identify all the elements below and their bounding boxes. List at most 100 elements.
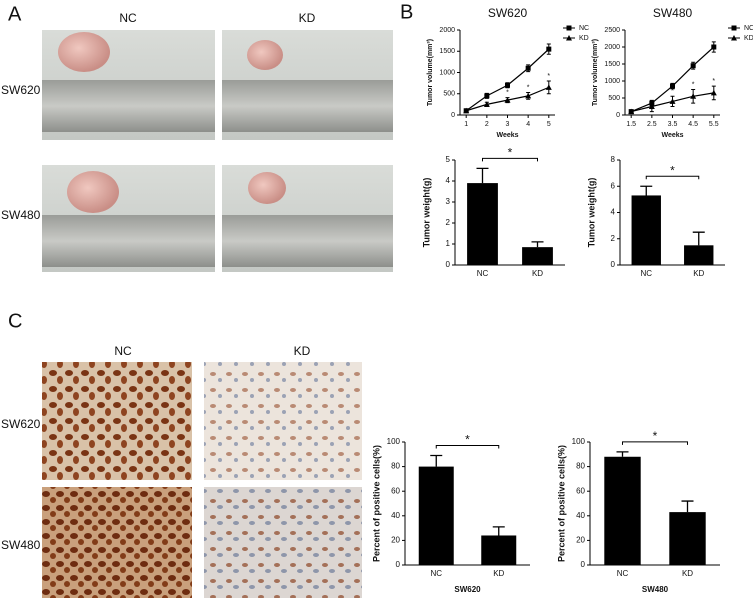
x-tick-label: 4 [526, 121, 530, 128]
x-tick-label: 3 [506, 121, 510, 128]
error-bar [681, 500, 694, 513]
marker [566, 25, 572, 31]
marker [690, 63, 696, 69]
marker [731, 25, 737, 31]
y-axis-label: Percent of positive cells(%) [556, 445, 566, 562]
y-tick-label: 80 [391, 462, 400, 471]
y-tick-label: 0 [451, 112, 455, 119]
annotation: * [506, 89, 509, 96]
y-tick-label: 2500 [604, 27, 620, 34]
y-tick-label: 100 [572, 437, 586, 446]
y-tick-label: 1000 [604, 78, 620, 85]
x-tick-label: NC [640, 269, 652, 278]
y-axis-label: Percent of positive cells(%) [371, 445, 381, 562]
marker [525, 65, 531, 71]
legend-label: NC [744, 25, 753, 32]
y-tick-label: 0 [446, 260, 451, 269]
column-label: NC [114, 344, 132, 358]
x-axis-label: SW480 [642, 585, 669, 594]
marker [463, 107, 470, 114]
y-tick-label: 0 [611, 260, 616, 269]
marker [566, 35, 572, 41]
legend-label: KD [744, 35, 753, 42]
column-label: NC [119, 11, 137, 25]
y-tick-label: 1 [446, 239, 451, 248]
y-tick-label: 20 [576, 536, 585, 545]
bar [522, 247, 553, 265]
y-tick-label: 0 [581, 560, 586, 569]
x-tick-label: 1 [464, 121, 468, 128]
y-tick-label: 40 [576, 511, 585, 520]
marker [648, 103, 655, 109]
marker [669, 98, 676, 104]
y-tick-label: 2000 [604, 44, 620, 51]
x-tick-label: KD [693, 269, 704, 278]
row-label: SW480 [1, 208, 41, 222]
error-bar [531, 241, 544, 248]
bar [467, 183, 498, 265]
bar [481, 535, 517, 565]
error-bar [430, 454, 443, 467]
y-tick-label: 500 [443, 91, 455, 98]
y-axis-label: Tumor weight(g) [421, 178, 431, 248]
marker [710, 89, 717, 96]
panel-label: A [8, 3, 22, 25]
panel-label: B [400, 1, 413, 23]
bar [684, 245, 714, 265]
y-tick-label: 1500 [604, 61, 620, 68]
significance-bracket [645, 175, 700, 180]
y-tick-label: 60 [576, 486, 585, 495]
annotation: * [712, 78, 715, 85]
y-axis-label: Tumor volume(mm³) [592, 39, 599, 106]
significance-bracket [622, 441, 688, 445]
marker [628, 108, 635, 115]
chart-title: SW620 [488, 6, 528, 20]
bar [631, 195, 661, 265]
y-tick-label: 2000 [439, 27, 455, 34]
significance-bracket [435, 445, 500, 449]
y-tick-label: 0 [616, 112, 620, 119]
y-tick-label: 40 [391, 511, 400, 520]
significance-label: * [508, 146, 513, 160]
marker [546, 46, 552, 52]
y-tick-label: 2 [446, 218, 451, 227]
marker [484, 93, 490, 99]
y-tick-label: 80 [576, 462, 585, 471]
error-bar [640, 185, 653, 196]
row-label: SW620 [1, 83, 41, 97]
y-tick-label: 5 [446, 155, 451, 164]
error-bar [492, 526, 505, 536]
marker [545, 84, 552, 90]
x-axis-label: Weeks [661, 132, 683, 139]
y-tick-label: 1000 [439, 69, 455, 76]
x-tick-label: 2.5 [647, 121, 657, 128]
x-tick-label: 1.5 [626, 121, 636, 128]
y-axis-label: Tumor weight(g) [586, 178, 596, 248]
x-tick-label: KD [493, 569, 504, 578]
x-axis-label: SW620 [454, 585, 481, 594]
y-tick-label: 4 [446, 176, 451, 185]
y-tick-label: 60 [391, 486, 400, 495]
x-axis-label: Weeks [496, 132, 518, 139]
chart-title: SW480 [653, 6, 693, 20]
annotation: * [692, 81, 695, 88]
y-tick-label: 500 [608, 95, 620, 102]
y-tick-label: 4 [611, 208, 616, 217]
legend-label: KD [579, 35, 589, 42]
x-tick-label: KD [682, 569, 693, 578]
y-tick-label: 2 [611, 234, 616, 243]
column-label: KD [294, 344, 311, 358]
error-bar [616, 451, 629, 457]
legend-label: NC [579, 25, 589, 32]
marker [711, 44, 717, 50]
annotation: * [671, 88, 674, 95]
marker [505, 82, 510, 88]
photos [42, 30, 393, 598]
significance-bracket [482, 157, 538, 162]
significance-label: * [653, 429, 658, 443]
x-tick-label: NC [477, 269, 489, 278]
y-tick-label: 6 [611, 181, 616, 190]
y-tick-label: 8 [611, 155, 616, 164]
panel-label: C [8, 310, 22, 332]
